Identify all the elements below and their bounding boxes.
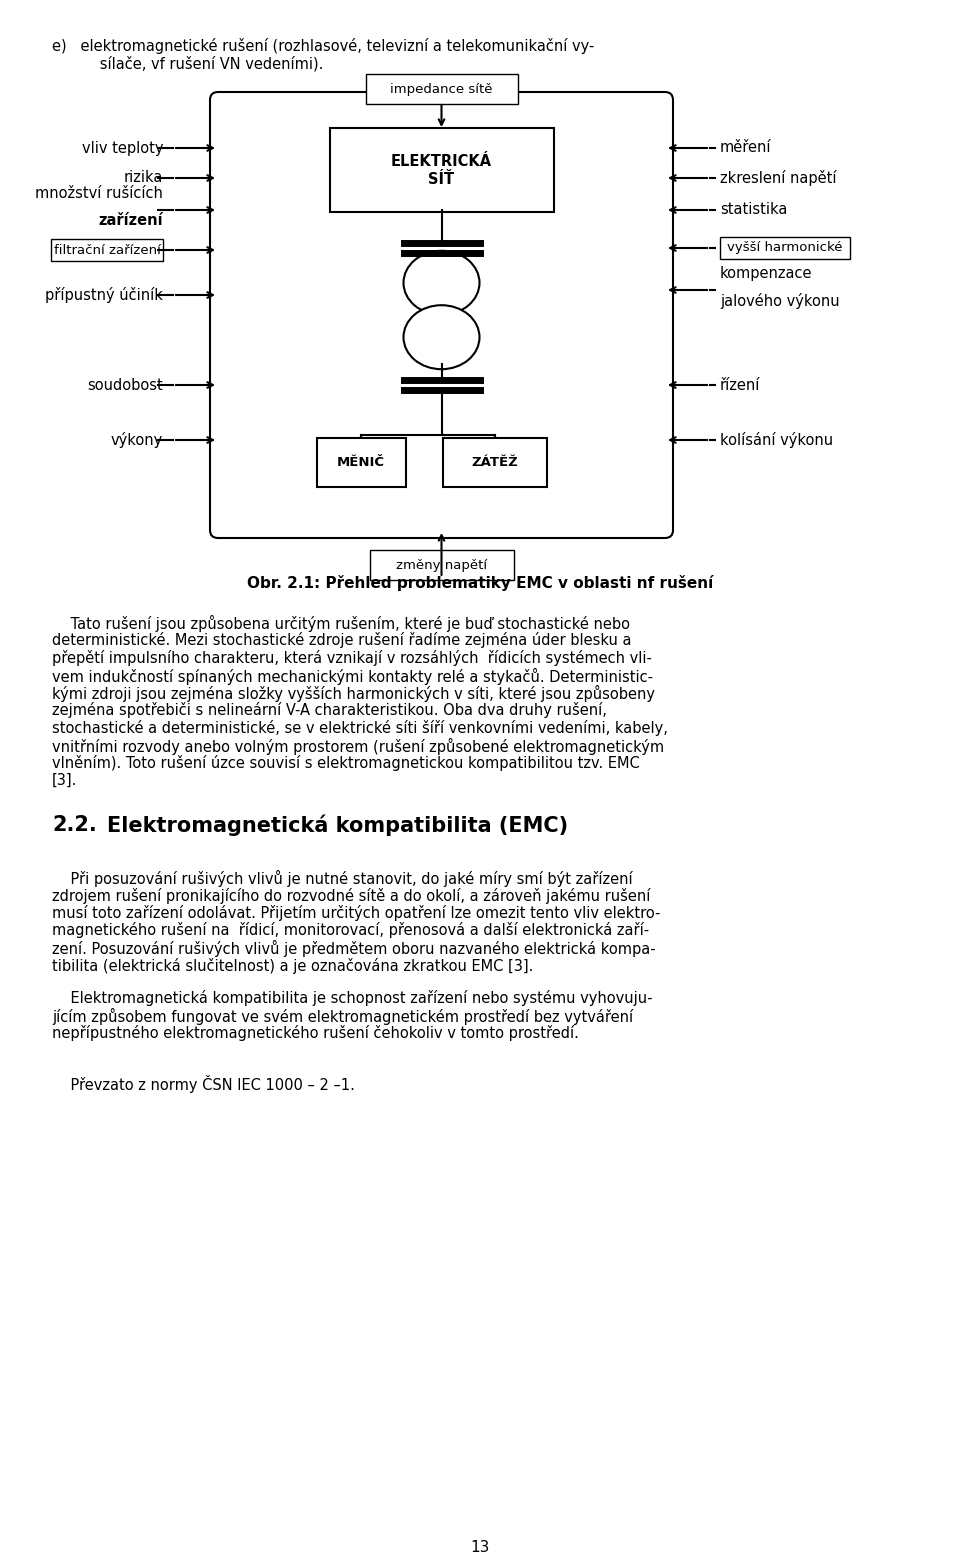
FancyBboxPatch shape [210, 92, 673, 537]
Text: vnitřními rozvody anebo volným prostorem (rušení způsobené elektromagnetickým: vnitřními rozvody anebo volným prostorem… [52, 737, 664, 754]
Ellipse shape [403, 251, 479, 316]
Text: kolísání výkonu: kolísání výkonu [720, 433, 833, 448]
Text: množství rušících: množství rušících [36, 186, 163, 201]
Text: rizika: rizika [124, 170, 163, 186]
Text: statistika: statistika [720, 203, 787, 217]
Text: výkony: výkony [110, 433, 163, 448]
FancyBboxPatch shape [51, 239, 163, 261]
FancyBboxPatch shape [370, 550, 514, 580]
Text: 13: 13 [470, 1540, 490, 1556]
FancyBboxPatch shape [444, 437, 547, 487]
Text: zkreslení napětí: zkreslení napětí [720, 170, 836, 186]
FancyBboxPatch shape [720, 237, 850, 259]
Text: deterministické. Mezi stochastické zdroje rušení řadíme zejména úder blesku a: deterministické. Mezi stochastické zdroj… [52, 633, 632, 648]
Text: tibilita (elektrická slučitelnost) a je označována zkratkou EMC [3].: tibilita (elektrická slučitelnost) a je … [52, 958, 534, 973]
FancyBboxPatch shape [317, 437, 405, 487]
Text: kými zdroji jsou zejména složky vyšších harmonických v síti, které jsou způsoben: kými zdroji jsou zejména složky vyšších … [52, 686, 655, 701]
Text: vliv teploty: vliv teploty [82, 141, 163, 156]
Text: SÍŤ: SÍŤ [428, 172, 455, 187]
Text: 2.2.: 2.2. [52, 815, 97, 836]
Text: zení. Posuzování rušivých vlivů je předmětem oboru nazvaného elektrická kompa-: zení. Posuzování rušivých vlivů je předm… [52, 940, 656, 958]
Text: nepřípustného elektromagnetického rušení čehokoliv v tomto prostředí.: nepřípustného elektromagnetického rušení… [52, 1025, 579, 1040]
Text: přepětí impulsního charakteru, která vznikají v rozsáhlých  řídicích systémech v: přepětí impulsního charakteru, která vzn… [52, 650, 652, 665]
FancyBboxPatch shape [329, 128, 554, 212]
Text: Při posuzování rušivých vlivů je nutné stanovit, do jaké míry smí být zařízení: Při posuzování rušivých vlivů je nutné s… [52, 870, 633, 887]
Text: impedance sítě: impedance sítě [391, 83, 492, 95]
Text: [3].: [3]. [52, 773, 78, 787]
FancyBboxPatch shape [366, 73, 517, 105]
Text: soudobost: soudobost [87, 378, 163, 392]
Ellipse shape [403, 305, 479, 369]
Text: ZÁTĚŽ: ZÁTĚŽ [471, 456, 518, 469]
Text: jalového výkonu: jalového výkonu [720, 294, 840, 309]
Text: Tato rušení jsou způsobena určitým rušením, které je buď stochastické nebo: Tato rušení jsou způsobena určitým rušen… [52, 615, 630, 633]
Text: zdrojem rušení pronikajícího do rozvodné sítě a do okolí, a zároveň jakému rušen: zdrojem rušení pronikajícího do rozvodné… [52, 887, 650, 903]
Text: Obr. 2.1: Přehled problematiky EMC v oblasti nf rušení: Obr. 2.1: Přehled problematiky EMC v obl… [247, 575, 713, 590]
Text: přípustný účiník: přípustný účiník [45, 287, 163, 303]
Text: filtrační zařízení: filtrační zařízení [54, 244, 160, 256]
Text: sílače, vf rušení VN vedeními).: sílače, vf rušení VN vedeními). [72, 56, 324, 72]
Text: změny napětí: změny napětí [396, 559, 487, 572]
Text: jícím způsobem fungovat ve svém elektromagnetickém prostředí bez vytváření: jícím způsobem fungovat ve svém elektrom… [52, 1007, 634, 1025]
Text: Převzato z normy ČSN IEC 1000 – 2 –1.: Převzato z normy ČSN IEC 1000 – 2 –1. [52, 1075, 355, 1093]
Text: kompenzace: kompenzace [720, 266, 812, 281]
Text: vlněním). Toto rušení úzce souvisí s elektromagnetickou kompatibilitou tzv. EMC: vlněním). Toto rušení úzce souvisí s ele… [52, 754, 639, 772]
Text: měření: měření [720, 141, 772, 156]
Text: zařízení: zařízení [98, 212, 163, 228]
Text: musí toto zařízení odolávat. Přijetím určitých opatření lze omezit tento vliv el: musí toto zařízení odolávat. Přijetím ur… [52, 904, 660, 922]
Text: ELEKTRICKÁ: ELEKTRICKÁ [391, 155, 492, 170]
Text: vem indukčností spínaných mechanickými kontakty relé a stykačů. Deterministic-: vem indukčností spínaných mechanickými k… [52, 667, 653, 684]
Text: e)   elektromagnetické rušení (rozhlasové, televizní a telekomunikační vy-: e) elektromagnetické rušení (rozhlasové,… [52, 37, 594, 55]
Text: Elektromagnetická kompatibilita (EMC): Elektromagnetická kompatibilita (EMC) [107, 815, 568, 837]
Text: magnetického rušení na  řídicí, monitorovací, přenosová a další elektronická zař: magnetického rušení na řídicí, monitorov… [52, 923, 649, 939]
Text: řízení: řízení [720, 378, 760, 392]
Text: zejména spotřebiči s nelineární V-A charakteristikou. Oba dva druhy rušení,: zejména spotřebiči s nelineární V-A char… [52, 703, 607, 719]
Text: Elektromagnetická kompatibilita je schopnost zařízení nebo systému vyhovuju-: Elektromagnetická kompatibilita je schop… [52, 990, 653, 1006]
Text: vyšší harmonické: vyšší harmonické [728, 242, 843, 255]
Text: MĚNIČ: MĚNIČ [337, 456, 385, 469]
Text: stochastické a deterministické, se v elektrické síti šíří venkovními vedeními, k: stochastické a deterministické, se v ele… [52, 720, 668, 736]
